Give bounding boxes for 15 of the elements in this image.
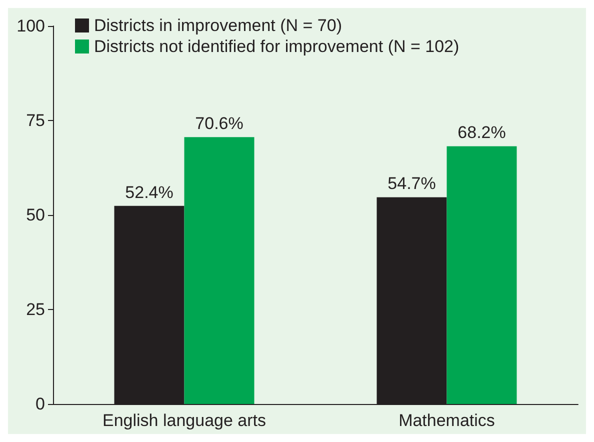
x-tick-label: English language arts <box>102 411 266 430</box>
data-label: 68.2% <box>458 123 506 142</box>
y-tick-label: 0 <box>36 394 45 414</box>
x-tick-label: Mathematics <box>398 411 495 430</box>
bar <box>184 137 254 404</box>
legend-label: Districts not identified for improvement (N = 102) <box>94 37 460 56</box>
y-tick-label: 100 <box>16 16 45 36</box>
data-label: 70.6% <box>195 114 244 134</box>
y-tick-label: 75 <box>26 111 45 130</box>
data-label: 54.7% <box>388 174 436 194</box>
data-label: 52.4% <box>125 182 174 202</box>
y-tick-label: 50 <box>26 206 45 224</box>
y-tick-label: 25 <box>26 300 45 319</box>
legend-label: Districts in improvement (N = 70) <box>94 16 342 35</box>
bar <box>446 146 517 404</box>
